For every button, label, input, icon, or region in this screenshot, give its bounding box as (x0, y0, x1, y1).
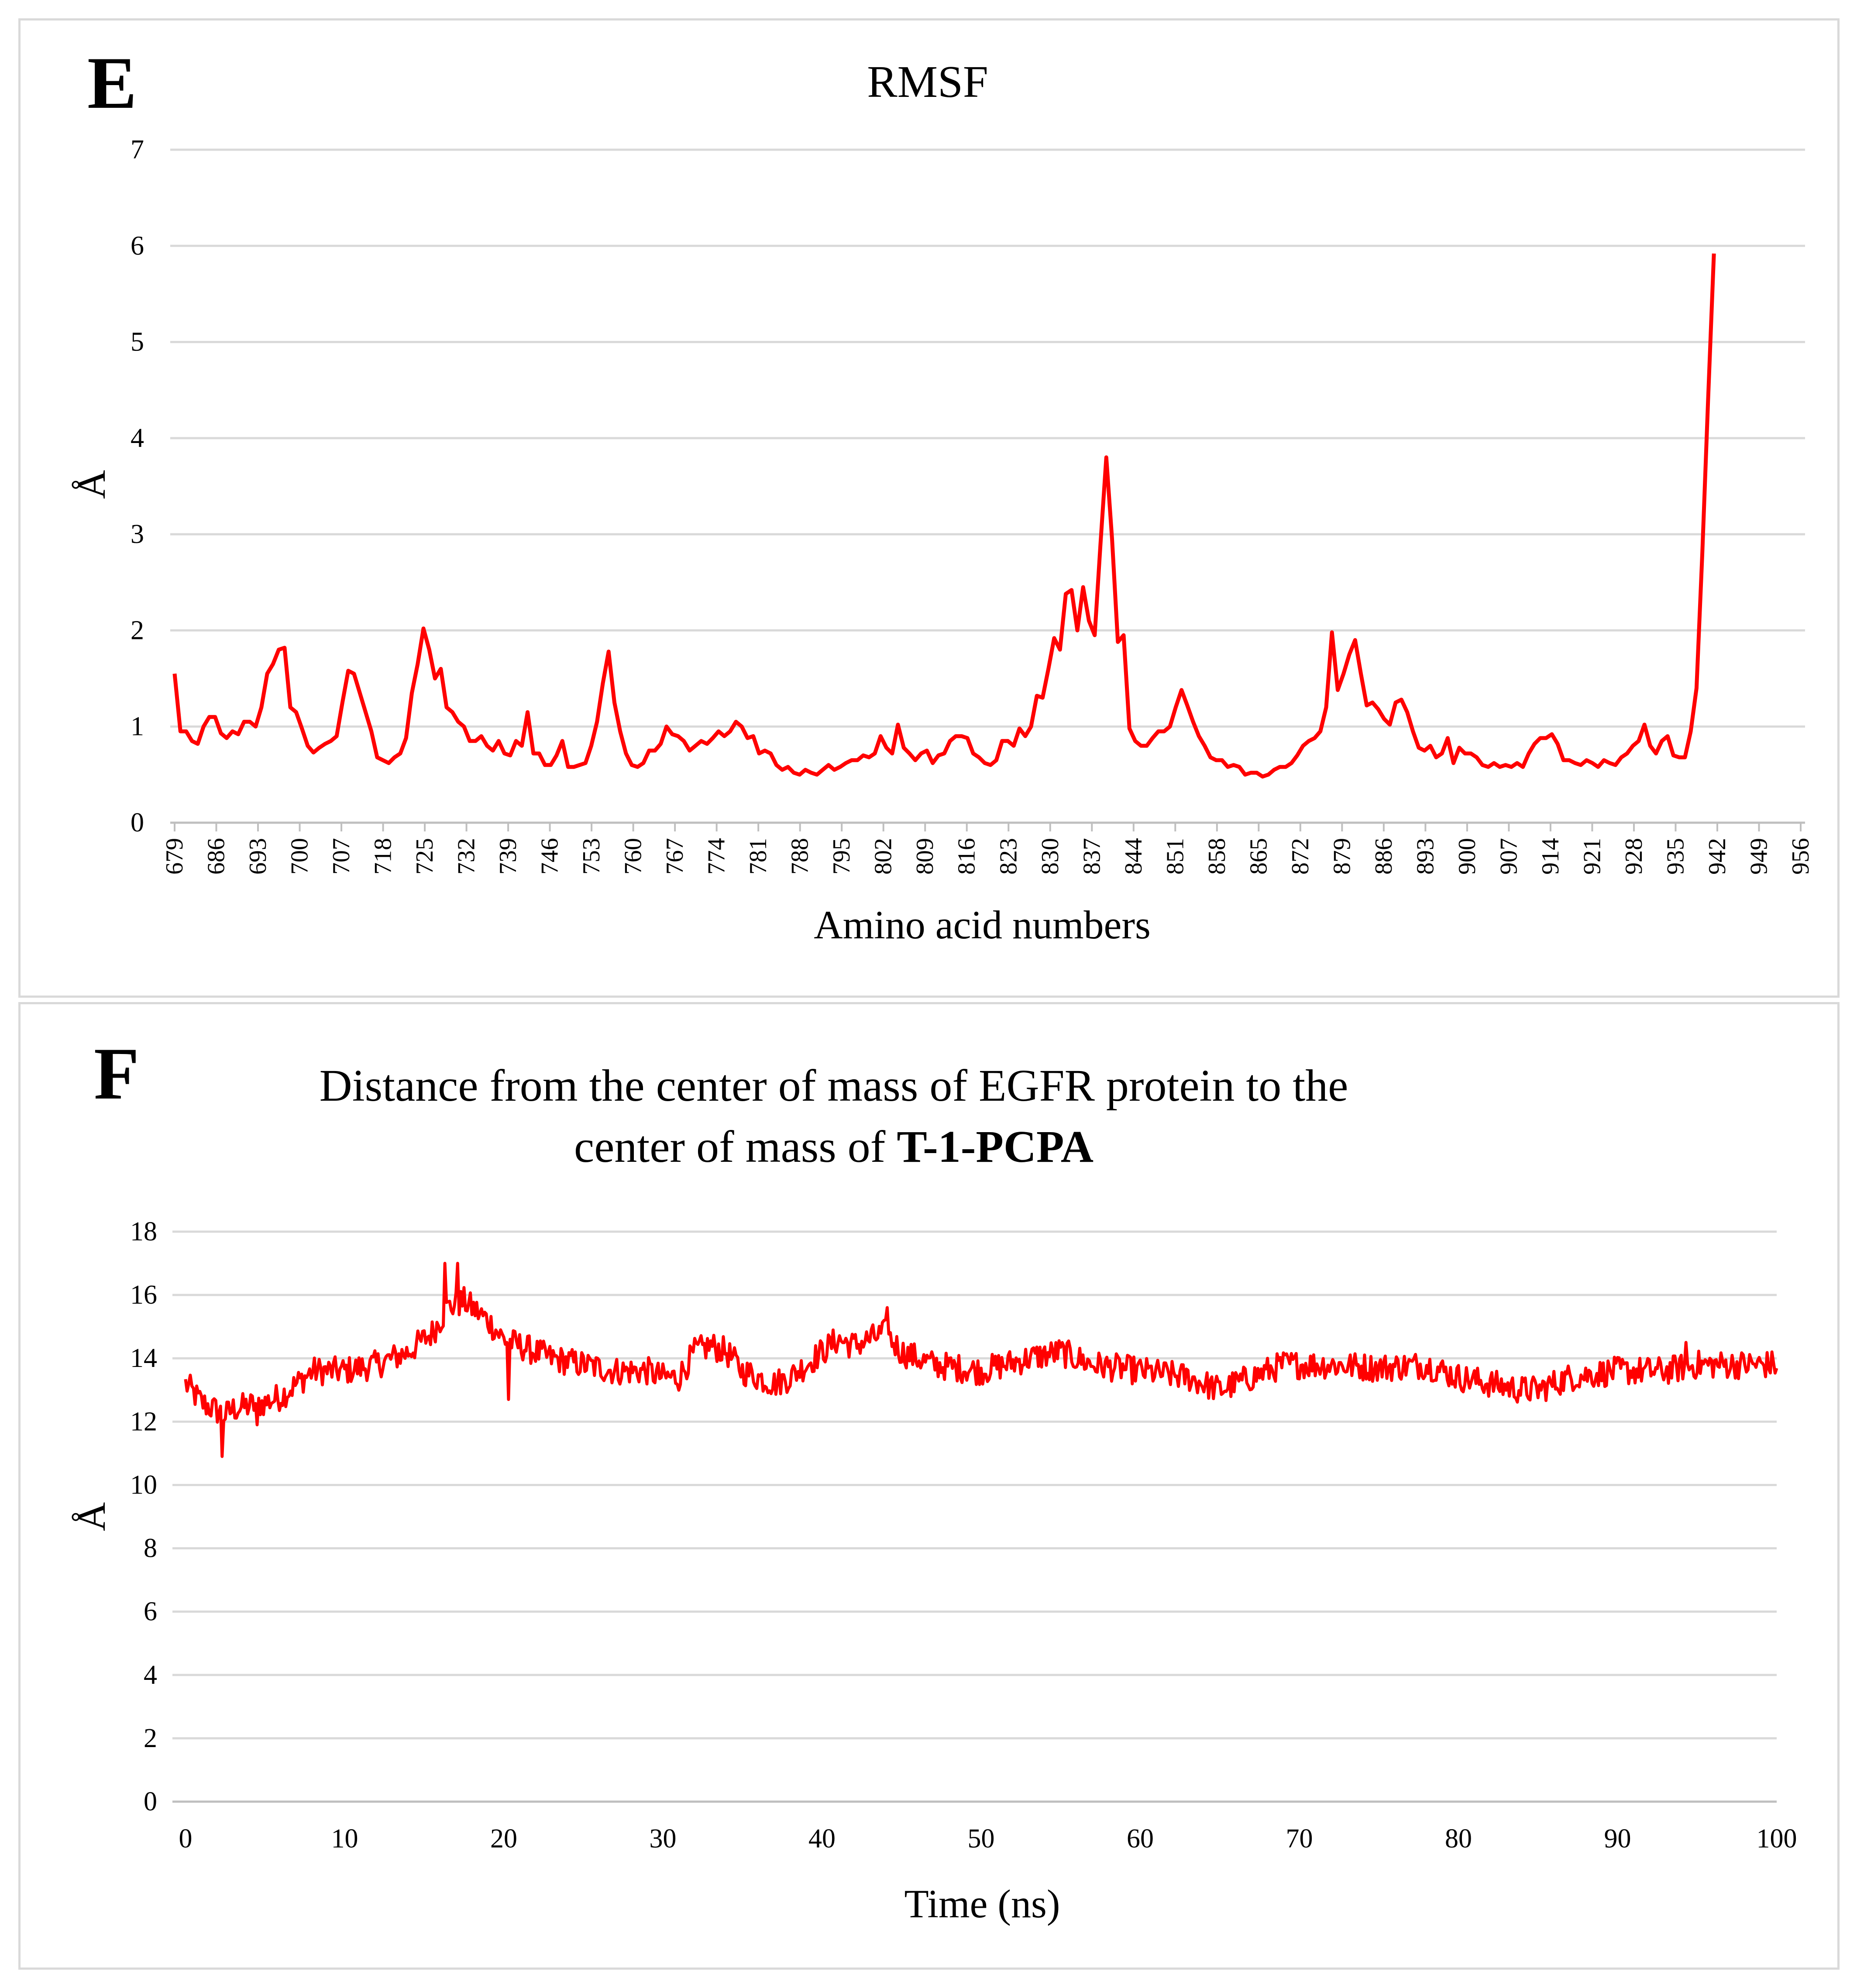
x-tick-label-e: 949 (1745, 838, 1772, 875)
x-tick-label-e: 693 (244, 838, 272, 875)
chart-title-line-2: center of mass of T-1-PCPA (244, 1116, 1423, 1178)
x-tick-label-f: 50 (968, 1824, 995, 1854)
x-tick-label-e: 914 (1537, 838, 1564, 875)
y-tick-label-f: 10 (130, 1470, 157, 1500)
panel-label-f: F (94, 1033, 139, 1115)
x-tick-label-e: 893 (1412, 838, 1439, 875)
distance-series-line (184, 1262, 1778, 1458)
x-tick-label-e: 830 (1037, 838, 1064, 875)
rmsf-chart: 0 1 2 3 4 5 6 7 679 686 693 700 707 718 725 732 739 746 75… (69, 135, 1814, 947)
x-tick-label-e: 935 (1662, 838, 1689, 875)
x-tick-label-f: 30 (650, 1824, 677, 1854)
y-tick-label-f: 12 (130, 1407, 157, 1436)
x-tick-label-e: 760 (620, 838, 647, 875)
y-tick-label-e: 4 (131, 423, 144, 453)
x-tick-label-e: 809 (911, 838, 939, 875)
x-tick-label-f: 0 (179, 1824, 193, 1854)
y-tick-label-e: 1 (131, 712, 144, 742)
x-tick-label-f: 20 (490, 1824, 517, 1854)
x-tick-label-e: 872 (1287, 838, 1314, 875)
x-tick-label-e: 753 (578, 838, 605, 875)
x-tick-label-f: 80 (1445, 1824, 1472, 1854)
y-tick-label-f: 14 (130, 1343, 157, 1373)
y-tick-label-e: 3 (131, 519, 144, 549)
y-tick-label-e: 6 (131, 231, 144, 261)
y-tick-label-e: 0 (131, 808, 144, 838)
x-axis-label-e: Amino acid numbers (814, 903, 1151, 947)
x-tick-label-e: 844 (1120, 838, 1147, 875)
y-tick-label-e: 5 (131, 327, 144, 357)
x-tick-label-e: 886 (1370, 838, 1397, 875)
chart-title-ligand: T-1-PCPA (897, 1122, 1094, 1172)
y-tick-label-f: 18 (130, 1217, 157, 1246)
y-tick-label-f: 2 (144, 1724, 157, 1753)
y-tick-label-f: 6 (144, 1597, 157, 1627)
x-tick-label-e: 858 (1204, 838, 1231, 875)
x-tick-label-f: 70 (1286, 1824, 1313, 1854)
chart-title-line-2-prefix: center of mass of (574, 1122, 897, 1172)
x-tick-label-e: 802 (870, 838, 897, 875)
x-tick-label-e: 707 (328, 838, 355, 875)
x-axis-label-f: Time (ns) (904, 1882, 1060, 1926)
y-tick-label-f: 4 (144, 1660, 157, 1690)
x-tick-label-e: 788 (787, 838, 814, 875)
x-tick-label-f: 10 (331, 1824, 358, 1854)
x-tick-label-f: 90 (1604, 1824, 1631, 1854)
x-tick-label-e: 718 (370, 838, 397, 875)
rmsf-series-line (172, 253, 1716, 779)
x-tick-label-e: 928 (1620, 838, 1647, 875)
x-tick-label-e: 865 (1245, 838, 1272, 875)
x-tick-label-e: 686 (203, 838, 230, 875)
panel-label-e: E (87, 42, 137, 124)
x-tick-label-e: 700 (286, 838, 313, 875)
y-tick-label-e: 2 (131, 615, 144, 645)
x-tick-label-e: 725 (411, 838, 438, 875)
y-tick-label-f: 0 (144, 1787, 157, 1816)
x-tick-label-f: 40 (808, 1824, 836, 1854)
y-tick-label-f: 16 (130, 1280, 157, 1310)
chart-title-distance: Distance from the center of mass of EGFR… (244, 1055, 1423, 1178)
y-axis-label-e: Å (69, 470, 113, 499)
x-tick-label-e: 679 (161, 838, 188, 875)
x-tick-label-e: 956 (1787, 838, 1814, 875)
x-tick-label-e: 732 (453, 838, 480, 875)
x-tick-label-e: 921 (1578, 838, 1606, 875)
chart-title-rmsf: RMSF (867, 57, 988, 107)
x-tick-label-e: 823 (995, 838, 1022, 875)
x-tick-label-e: 767 (661, 838, 688, 875)
x-tick-label-e: 795 (828, 838, 855, 875)
x-tick-label-e: 816 (953, 838, 980, 875)
y-tick-label-f: 8 (144, 1534, 157, 1563)
x-tick-label-e: 837 (1078, 838, 1105, 875)
x-tick-label-f: 60 (1127, 1824, 1154, 1854)
x-tick-label-f: 100 (1757, 1824, 1797, 1854)
x-tick-label-e: 781 (745, 838, 772, 875)
x-tick-label-e: 774 (703, 838, 730, 875)
x-tick-label-e: 746 (536, 838, 564, 875)
x-tick-label-e: 942 (1704, 838, 1731, 875)
x-tick-label-e: 907 (1495, 838, 1522, 875)
x-tick-label-e: 739 (495, 838, 522, 875)
panel-e-rmsf (18, 18, 1840, 998)
chart-title-line-1: Distance from the center of mass of EGFR… (319, 1061, 1348, 1111)
x-tick-label-e: 900 (1454, 838, 1481, 875)
y-tick-label-e: 7 (131, 135, 144, 165)
x-tick-label-e: 879 (1328, 838, 1355, 875)
y-axis-label-f: Å (69, 1502, 113, 1531)
x-tick-label-e: 851 (1162, 838, 1189, 875)
distance-chart: 0 2 4 6 8 10 12 14 16 18 0 10 20 30 40 50 60 70 80 90 100 Tim… (69, 1217, 1797, 1926)
